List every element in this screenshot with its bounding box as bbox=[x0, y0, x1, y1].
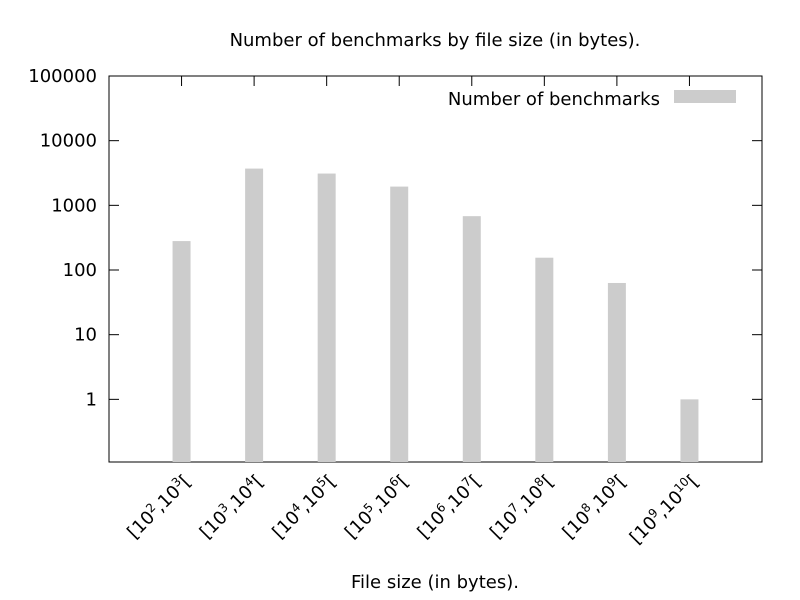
bar bbox=[607, 282, 626, 462]
y-tick-label: 10 bbox=[74, 325, 97, 346]
y-tick-label: 100 bbox=[63, 260, 97, 281]
bar bbox=[462, 216, 481, 462]
chart-title: Number of benchmarks by file size (in by… bbox=[230, 30, 641, 51]
plot-area-frame bbox=[108, 75, 763, 463]
x-tick-label: [104,105[ bbox=[267, 470, 340, 543]
bar-series bbox=[172, 168, 699, 462]
y-tick-label: 1 bbox=[86, 389, 97, 410]
bar bbox=[390, 186, 409, 462]
legend: Number of benchmarks bbox=[448, 89, 736, 110]
x-tick-label: [105,106[ bbox=[340, 470, 413, 543]
bar bbox=[245, 168, 264, 462]
y-tick-label: 1000 bbox=[51, 195, 97, 216]
bar bbox=[317, 173, 336, 462]
legend-label: Number of benchmarks bbox=[448, 89, 660, 110]
x-tick-label: [109,1010[ bbox=[624, 470, 703, 549]
bar bbox=[172, 241, 191, 462]
y-tick-label: 10000 bbox=[40, 131, 97, 152]
legend-swatch bbox=[674, 90, 736, 103]
y-axis: 1 10 100 1000 10000 100000 bbox=[28, 66, 762, 410]
x-tick-label: [102,103[ bbox=[122, 470, 195, 543]
y-tick-label: 100000 bbox=[28, 66, 97, 87]
bar bbox=[680, 399, 699, 462]
bar bbox=[535, 257, 554, 462]
x-tick-label: [107,108[ bbox=[485, 470, 558, 543]
x-tick-label: [103,104[ bbox=[194, 470, 267, 543]
x-tick-label: [108,109[ bbox=[557, 470, 630, 543]
x-tick-label: [106,107[ bbox=[412, 470, 485, 543]
x-axis-label: File size (in bytes). bbox=[351, 572, 519, 593]
